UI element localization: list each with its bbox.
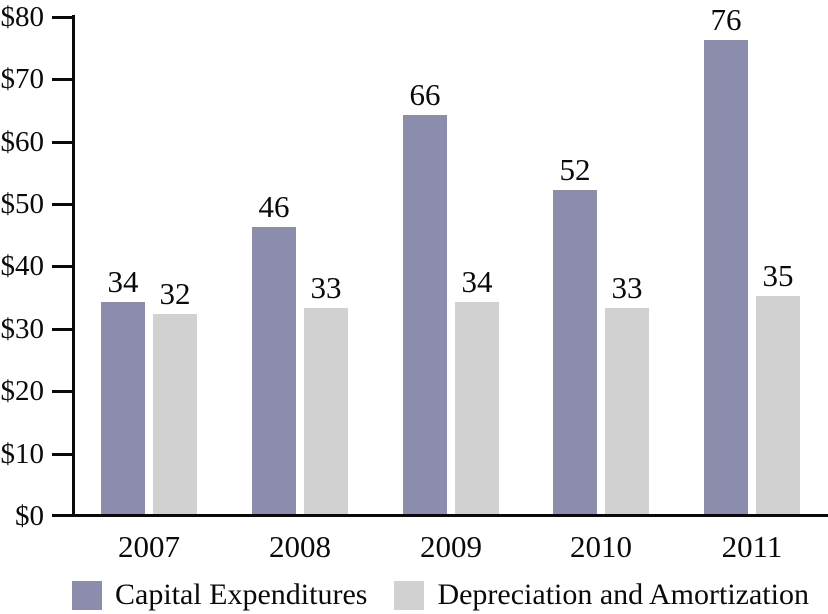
bar-capital-expenditures-2008 — [252, 227, 296, 514]
y-tick-label: $40 — [0, 250, 45, 282]
y-tick-70 — [52, 78, 73, 81]
bar-value-depreciation-and-amortization-2010: 33 — [611, 270, 643, 305]
y-tick-label: $60 — [0, 126, 45, 158]
y-tick-80 — [52, 16, 73, 19]
y-tick-30 — [52, 328, 73, 331]
bar-capital-expenditures-2010 — [553, 190, 597, 514]
y-tick-label: $80 — [0, 1, 45, 33]
legend-swatch-capital-expenditures — [72, 580, 102, 610]
bar-value-capital-expenditures-2007: 34 — [107, 264, 139, 299]
x-axis-label-2009: 2009 — [420, 529, 482, 564]
y-tick-20 — [52, 390, 73, 393]
legend-item-depreciation-and-amortization: Depreciation and Amortization — [394, 579, 809, 611]
bar-capital-expenditures-2007 — [101, 302, 145, 514]
y-tick-label: $70 — [0, 63, 45, 95]
bar-value-capital-expenditures-2010: 52 — [559, 152, 591, 187]
x-axis-label-2008: 2008 — [269, 529, 331, 564]
legend-swatch-depreciation-and-amortization — [394, 580, 425, 610]
y-axis-line — [72, 15, 75, 517]
bar-value-depreciation-and-amortization-2008: 33 — [310, 270, 342, 305]
bar-depreciation-and-amortization-2007 — [153, 314, 197, 514]
y-tick-label: $10 — [0, 438, 45, 470]
bar-value-depreciation-and-amortization-2009: 34 — [461, 264, 493, 299]
y-tick-label: $20 — [0, 375, 45, 407]
x-axis-label-2011: 2011 — [721, 529, 783, 564]
bar-depreciation-and-amortization-2009 — [455, 302, 499, 514]
bar-value-depreciation-and-amortization-2007: 32 — [159, 276, 191, 311]
legend-item-capital-expenditures: Capital Expenditures — [72, 579, 367, 611]
bar-value-depreciation-and-amortization-2011: 35 — [762, 258, 794, 293]
bar-value-capital-expenditures-2009: 66 — [409, 77, 441, 112]
bar-value-capital-expenditures-2011: 76 — [710, 2, 742, 37]
y-tick-40 — [52, 265, 73, 268]
y-tick-10 — [52, 453, 73, 456]
chart-legend: Capital Expenditures Depreciation and Amo… — [72, 579, 809, 611]
y-tick-60 — [52, 141, 73, 144]
legend-label-capital-expenditures: Capital Expenditures — [115, 578, 368, 611]
bar-depreciation-and-amortization-2010 — [605, 308, 649, 514]
legend-label-depreciation-and-amortization: Depreciation and Amortization — [437, 578, 809, 611]
x-axis-line — [52, 514, 828, 517]
y-tick-label: $0 — [15, 500, 44, 532]
bar-capital-expenditures-2009 — [403, 115, 447, 514]
bar-depreciation-and-amortization-2008 — [304, 308, 348, 514]
y-tick-label: $30 — [0, 313, 45, 345]
bar-value-capital-expenditures-2008: 46 — [258, 189, 290, 224]
bar-depreciation-and-amortization-2011 — [756, 296, 800, 514]
x-axis-label-2010: 2010 — [570, 529, 632, 564]
y-tick-label: $50 — [0, 188, 45, 220]
bar-capital-expenditures-2011 — [704, 40, 748, 514]
x-axis-label-2007: 2007 — [118, 529, 180, 564]
y-tick-50 — [52, 203, 73, 206]
